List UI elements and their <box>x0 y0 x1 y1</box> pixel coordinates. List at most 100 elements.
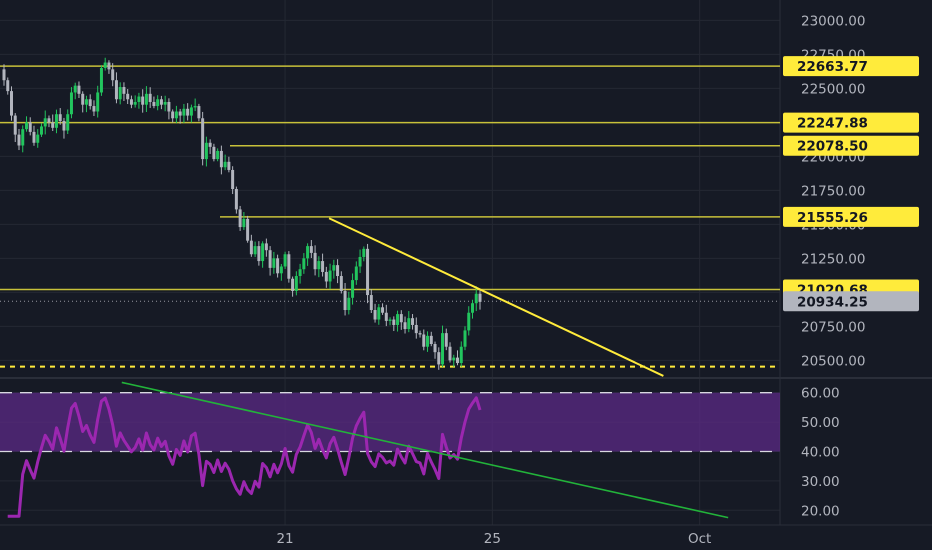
rsi-trendline <box>121 381 729 519</box>
rsi-tick-label: 40.00 <box>801 445 840 461</box>
price-tick-label: 20500.00 <box>801 353 865 369</box>
candle-body <box>141 96 145 105</box>
candle-body <box>118 87 122 100</box>
candle-body <box>216 150 220 160</box>
rsi-tick-label: 60.00 <box>801 386 840 402</box>
candle-body <box>459 346 463 364</box>
candle-body <box>103 62 107 68</box>
candle-body <box>77 85 81 94</box>
candle-body <box>366 248 370 296</box>
candle-body <box>422 334 426 347</box>
candle-body <box>189 107 193 116</box>
candle-body <box>47 118 51 123</box>
candle-body <box>223 161 227 168</box>
candle-body <box>264 243 268 251</box>
candle-body <box>197 106 201 119</box>
candle-body <box>448 346 452 361</box>
price-axis[interactable]: 23000.0022750.0022500.0022250.0022000.00… <box>783 13 919 519</box>
candle-body <box>426 335 430 347</box>
candle-body <box>351 280 355 298</box>
time-axis[interactable]: 21 25 Oct <box>276 531 711 547</box>
candle-body <box>433 344 437 353</box>
candle-body <box>152 101 156 107</box>
candle-body <box>24 122 28 130</box>
candle-body <box>174 111 178 119</box>
candle-body <box>249 240 253 255</box>
candle-body <box>227 161 231 170</box>
candle-body <box>358 256 362 267</box>
price-tick-label: 20750.00 <box>801 319 865 335</box>
time-tick-label: 21 <box>276 531 293 547</box>
candle-body <box>246 218 250 241</box>
candle-body <box>403 322 407 330</box>
candle-body <box>441 333 445 365</box>
level-tag-bg <box>783 112 919 133</box>
candle-body <box>73 85 77 93</box>
candle-body <box>411 318 415 325</box>
candle-body <box>456 357 460 364</box>
candle-body <box>84 99 88 105</box>
level-tag: 22078.50 <box>783 135 919 156</box>
candle-body <box>336 265 340 277</box>
candle-body <box>317 261 321 270</box>
candle-body <box>204 142 208 160</box>
candle-body <box>429 335 433 345</box>
price-tick-label: 21250.00 <box>801 251 865 267</box>
candle-body <box>148 93 152 102</box>
candle-body <box>272 258 276 268</box>
candle-body <box>396 314 400 325</box>
candle-body <box>122 87 126 94</box>
candle-body <box>388 319 392 321</box>
candle-body <box>298 269 302 277</box>
candle-body <box>276 258 280 274</box>
level-tag-bg <box>783 206 919 227</box>
candle-body <box>291 278 295 291</box>
candlestick-series <box>2 57 482 370</box>
last-price-tag-label: 20934.25 <box>797 294 868 310</box>
candle-body <box>88 99 92 107</box>
candle-body <box>302 258 306 270</box>
candle-body <box>69 92 73 115</box>
candle-body <box>471 303 475 313</box>
candle-body <box>129 99 133 105</box>
candle-body <box>242 218 246 228</box>
candle-body <box>328 270 332 282</box>
candle-body <box>201 118 205 160</box>
candle-body <box>324 271 328 282</box>
candle-body <box>418 333 422 335</box>
candle-body <box>107 62 111 70</box>
candle-body <box>193 106 197 108</box>
candle-body <box>392 319 396 325</box>
candle-body <box>137 96 141 102</box>
candle-body <box>126 93 130 100</box>
candle-body <box>58 114 62 122</box>
candle-body <box>212 146 216 160</box>
candle-body <box>133 101 137 105</box>
time-tick-label: 25 <box>484 531 501 547</box>
candle-body <box>54 114 58 128</box>
candle-body <box>36 134 40 143</box>
candle-body <box>13 115 17 135</box>
candle-body <box>171 111 175 119</box>
candle-body <box>343 290 347 311</box>
candle-body <box>268 250 272 268</box>
candle-body <box>21 129 25 146</box>
candle-body <box>369 295 373 311</box>
candle-body <box>347 297 351 311</box>
candle-body <box>167 101 171 112</box>
candle-body <box>463 330 467 347</box>
level-tag-label: 22078.50 <box>797 139 868 155</box>
candle-body <box>186 108 190 116</box>
level-tag-label: 21555.26 <box>797 210 868 226</box>
candle-body <box>384 312 388 321</box>
candle-body <box>178 111 182 116</box>
candle-body <box>114 80 118 100</box>
candle-body <box>444 333 448 347</box>
candle-body <box>81 93 85 105</box>
candle-body <box>283 254 287 267</box>
level-tag-bg <box>783 56 919 77</box>
candle-body <box>377 307 381 320</box>
candle-body <box>279 266 283 274</box>
last-price-tag: 20934.25 <box>783 291 919 312</box>
